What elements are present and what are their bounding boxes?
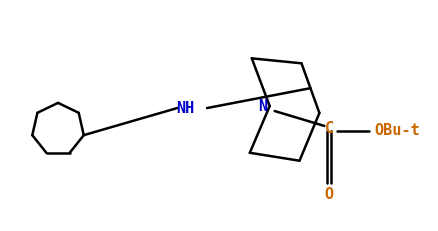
Text: OBu-t: OBu-t — [373, 123, 419, 138]
Text: N: N — [258, 99, 267, 114]
Text: O: O — [324, 187, 333, 202]
Text: C: C — [324, 122, 333, 137]
Text: NH: NH — [176, 100, 194, 116]
